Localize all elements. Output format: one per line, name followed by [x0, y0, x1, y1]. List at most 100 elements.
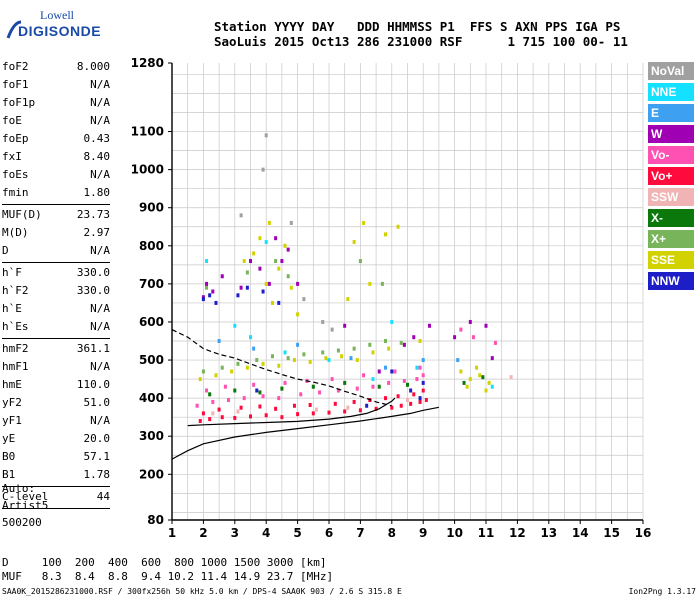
echo-point	[211, 411, 215, 416]
echo-point	[358, 408, 362, 413]
param-value: 51.0	[83, 396, 111, 409]
x-tick-label: 6	[325, 526, 333, 540]
echo-point	[252, 346, 256, 351]
echo-point	[249, 259, 252, 264]
echo-point	[236, 361, 240, 366]
echo-point	[358, 259, 362, 264]
echo-point	[227, 398, 231, 403]
x-tick-label: 2	[199, 526, 207, 540]
echo-point	[205, 281, 209, 286]
echo-point	[211, 289, 215, 294]
echo-point	[330, 327, 334, 332]
echo-point	[330, 377, 334, 382]
echo-point	[264, 239, 268, 244]
echo-point	[396, 224, 400, 229]
echo-point	[217, 339, 221, 344]
echo-point	[424, 398, 428, 403]
echo-point	[286, 247, 290, 252]
muf-value-row: MUF 8.3 8.4 8.8 9.4 10.2 11.4 14.9 23.7 …	[2, 570, 334, 583]
param-row: C-level 44	[2, 488, 110, 506]
param-value: 330.0	[76, 266, 110, 279]
x-tick-label: 16	[635, 526, 652, 540]
echo-point	[267, 220, 271, 225]
y-tick-label: 500	[139, 353, 164, 367]
echo-point	[201, 369, 205, 374]
echo-point	[308, 359, 312, 364]
param-row: yF1 N/A	[2, 412, 110, 430]
series-xminus	[208, 375, 485, 397]
echo-point	[390, 405, 394, 410]
echo-point	[270, 300, 274, 305]
echo-point	[280, 259, 284, 264]
param-name: C-level	[2, 490, 49, 503]
y-tick-label: 300	[139, 429, 164, 443]
echo-point	[311, 411, 315, 416]
param-value: N/A	[90, 244, 110, 257]
echo-point	[214, 300, 218, 305]
param-row: foE N/A	[2, 112, 110, 130]
param-name: hmF1	[2, 360, 29, 373]
y-tick-label: 1100	[131, 125, 164, 139]
x-tick-label: 14	[572, 526, 589, 540]
param-name: foF1	[2, 78, 29, 91]
echo-point	[368, 342, 372, 347]
legend-item-xminus: X-	[648, 209, 694, 227]
echo-point	[261, 167, 265, 172]
echo-point	[261, 394, 265, 399]
echo-point	[336, 388, 340, 393]
param-row: hmE 110.0	[2, 376, 110, 394]
header-line-1: Station YYYY DAY DDD HHMMSS P1 FFS S AXN…	[214, 19, 621, 34]
echo-point	[211, 399, 215, 404]
param-row: yF2 51.0	[2, 394, 110, 412]
param-separator	[2, 204, 110, 205]
echo-point	[362, 220, 366, 225]
echo-point	[252, 251, 256, 256]
param-value: N/A	[90, 114, 110, 127]
echo-point	[352, 399, 356, 404]
param-value: N/A	[90, 360, 110, 373]
echo-point	[390, 319, 394, 324]
echo-point	[223, 384, 227, 389]
x-tick-label: 1	[168, 526, 176, 540]
echo-point	[261, 361, 265, 366]
echo-point	[490, 356, 494, 361]
station-header: Station YYYY DAY DDD HHMMSS P1 FFS S AXN…	[214, 19, 628, 49]
echo-point	[296, 412, 300, 417]
echo-point	[198, 377, 202, 382]
param-row: foEs N/A	[2, 166, 110, 184]
echo-point	[387, 346, 391, 351]
echo-point	[475, 365, 479, 370]
param-row: h`F2 330.0	[2, 282, 110, 300]
param-row: D N/A	[2, 242, 110, 260]
echo-point	[459, 327, 463, 332]
echo-point	[277, 396, 281, 401]
y-tick-label: 80	[147, 513, 164, 527]
echo-point	[421, 358, 425, 363]
echo-point	[484, 323, 488, 328]
echo-point	[421, 388, 425, 393]
echo-point	[311, 384, 315, 389]
echo-point	[459, 369, 463, 374]
echo-point	[384, 339, 388, 344]
x-tick-label: 11	[478, 526, 495, 540]
param-name: hmE	[2, 378, 22, 391]
echo-point	[456, 358, 460, 363]
echo-point	[296, 281, 300, 286]
echo-point	[390, 369, 394, 374]
x-tick-label: 15	[603, 526, 620, 540]
param-value: N/A	[90, 320, 110, 333]
y-tick-label: 400	[139, 391, 164, 405]
logo-swoosh-icon	[6, 20, 22, 39]
echo-point	[415, 377, 419, 382]
param-row: foF1 N/A	[2, 76, 110, 94]
echo-point	[220, 274, 224, 279]
param-name: h`Es	[2, 320, 29, 333]
echo-point	[321, 350, 325, 355]
echo-point	[468, 377, 472, 382]
echo-point	[412, 392, 416, 397]
y-tick-label: 800	[139, 239, 164, 253]
param-value: 2.97	[83, 226, 111, 239]
param-row: fmin 1.80	[2, 184, 110, 202]
echo-point	[409, 401, 413, 406]
echo-point	[233, 415, 237, 420]
